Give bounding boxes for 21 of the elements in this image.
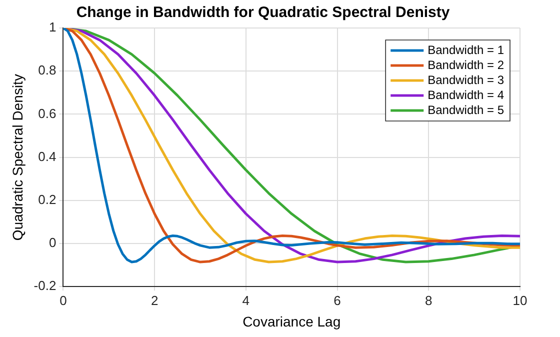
x-tick-label: 10	[512, 292, 528, 308]
x-tick-label: 6	[334, 292, 341, 308]
y-tick-label: 1	[48, 20, 56, 35]
y-tick-label: 0.2	[38, 192, 56, 207]
x-tick-label: 8	[425, 292, 432, 308]
legend-label: Bandwidth = 5	[428, 102, 504, 117]
y-tick-label: -0.2	[34, 278, 56, 294]
chart-title: Change in Bandwidth for Quadratic Spectral Denisty	[76, 4, 450, 22]
y-tick-label: 0.6	[38, 106, 56, 121]
legend-label: Bandwidth = 4	[428, 88, 504, 102]
legend-label: Bandwidth = 2	[428, 58, 504, 72]
legend-label: Bandwidth = 1	[428, 42, 504, 57]
x-axis-title: Covariance Lag	[242, 313, 341, 330]
legend-label: Bandwidth = 3	[428, 72, 504, 87]
x-tick-label: 0	[60, 292, 67, 308]
y-tick-label: 0.8	[38, 62, 56, 78]
y-tick-label: 0.4	[38, 148, 56, 164]
x-tick-label: 4	[242, 292, 250, 308]
x-tick-label: 2	[150, 292, 158, 308]
y-axis-title: Quadratic Spectral Density	[9, 74, 26, 241]
y-tick-label: 0	[48, 235, 56, 250]
